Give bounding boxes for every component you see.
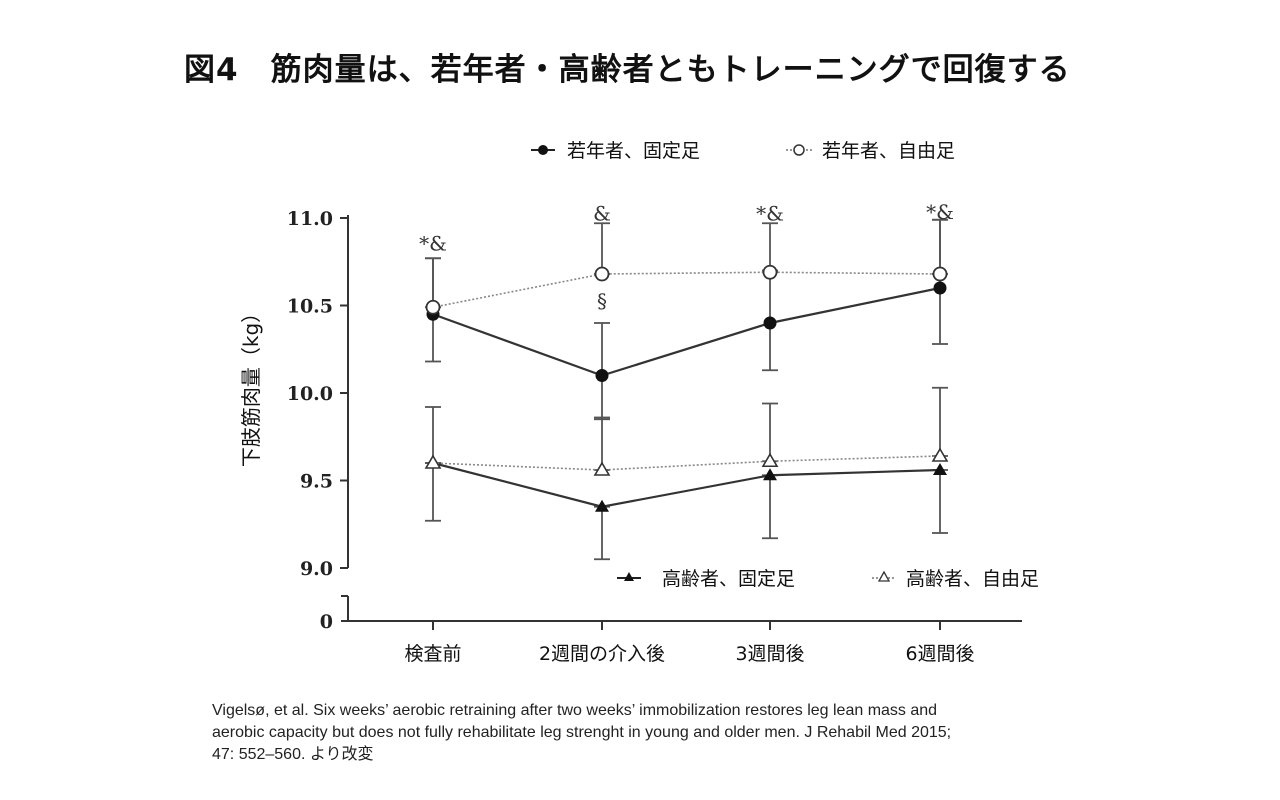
data-point-older-fixed: [933, 463, 947, 475]
series-lines: [432, 271, 941, 508]
data-point-young-fixed: [933, 281, 947, 295]
legend-marker-filled-triangle: [624, 572, 634, 581]
legend-item-young-free: 若年者、自由足: [786, 140, 955, 162]
data-point-older-fixed: [595, 499, 609, 512]
citation-line-3: 47: 552–560. より改変: [212, 746, 374, 763]
y-ticks: 11.0 10.5 10.0 9.5 9.0: [287, 208, 348, 580]
significance-marker: *&: [419, 231, 447, 255]
series-line-4: [432, 455, 941, 471]
x-tick-label: 6週間後: [905, 643, 974, 665]
data-point-young-free: [594, 266, 610, 282]
y-tick-label: 10.5: [287, 296, 333, 318]
citation-line-1: Vigelsø, et al. Six weeks’ aerobic retra…: [212, 702, 938, 719]
significance-marker: §: [597, 289, 607, 313]
legend-item-older-free: 高齢者、自由足: [872, 568, 1039, 590]
legend-label-older-free: 高齢者、自由足: [906, 568, 1039, 590]
y-axis: 0: [320, 215, 349, 633]
legend-marker-open-circle: [793, 144, 805, 156]
page-title: 図4 筋肉量は、若年者・高齢者ともトレーニングで回復する: [184, 52, 1071, 88]
zero-tick-label: 0: [320, 611, 333, 633]
series-line-1: [432, 286, 941, 377]
legend-label-young-free: 若年者、自由足: [822, 140, 955, 162]
legend-label-older-fixed: 高齢者、固定足: [662, 568, 795, 590]
series-markers: [424, 264, 949, 512]
y-tick-label: 11.0: [287, 208, 333, 230]
x-ticks: 検査前 2週間の介入後 3週間後 6週間後: [404, 621, 975, 665]
legend-label-young-fixed: 若年者、固定足: [567, 140, 700, 162]
x-tick-label: 2週間の介入後: [539, 643, 665, 665]
y-tick-label: 9.0: [300, 558, 333, 580]
legend-marker-filled-circle: [538, 145, 548, 155]
y-tick-label: 9.5: [300, 471, 333, 493]
significance-marker: &: [593, 202, 611, 226]
legend-older: 高齢者、固定足 高齢者、自由足: [617, 568, 1039, 590]
data-point-young-fixed: [763, 316, 777, 330]
significance-marker: *&: [756, 202, 784, 226]
data-point-young-free: [762, 264, 778, 280]
data-point-young-free: [425, 299, 441, 315]
data-point-young-fixed: [595, 369, 609, 382]
citation: Vigelsø, et al. Six weeks’ aerobic retra…: [212, 700, 1112, 766]
data-point-older-fixed: [763, 468, 777, 481]
x-tick-label: 3週間後: [735, 643, 804, 665]
data-point-older-free: [593, 461, 611, 476]
y-axis-label: 下肢筋肉量（kg）: [239, 303, 263, 467]
data-point-young-free: [932, 266, 948, 282]
y-tick-label: 10.0: [287, 383, 333, 405]
data-point-older-free: [761, 452, 779, 468]
legend-young: 若年者、固定足 若年者、自由足: [531, 140, 955, 162]
data-point-older-free: [424, 454, 442, 469]
x-tick-label: 検査前: [404, 643, 461, 665]
legend-item-older-fixed: 高齢者、固定足: [617, 568, 795, 590]
citation-line-2: aerobic capacity but does not fully reha…: [212, 724, 952, 741]
significance-marker: *&: [926, 200, 954, 224]
error-bars: [425, 218, 948, 561]
legend-marker-open-triangle: [877, 570, 891, 582]
legend-item-young-fixed: 若年者、固定足: [531, 140, 700, 162]
series-line-3: [432, 461, 941, 508]
data-point-older-free: [931, 447, 949, 462]
series-line-2: [432, 271, 941, 309]
significance-annotations: *& & § *& *&: [419, 200, 954, 313]
